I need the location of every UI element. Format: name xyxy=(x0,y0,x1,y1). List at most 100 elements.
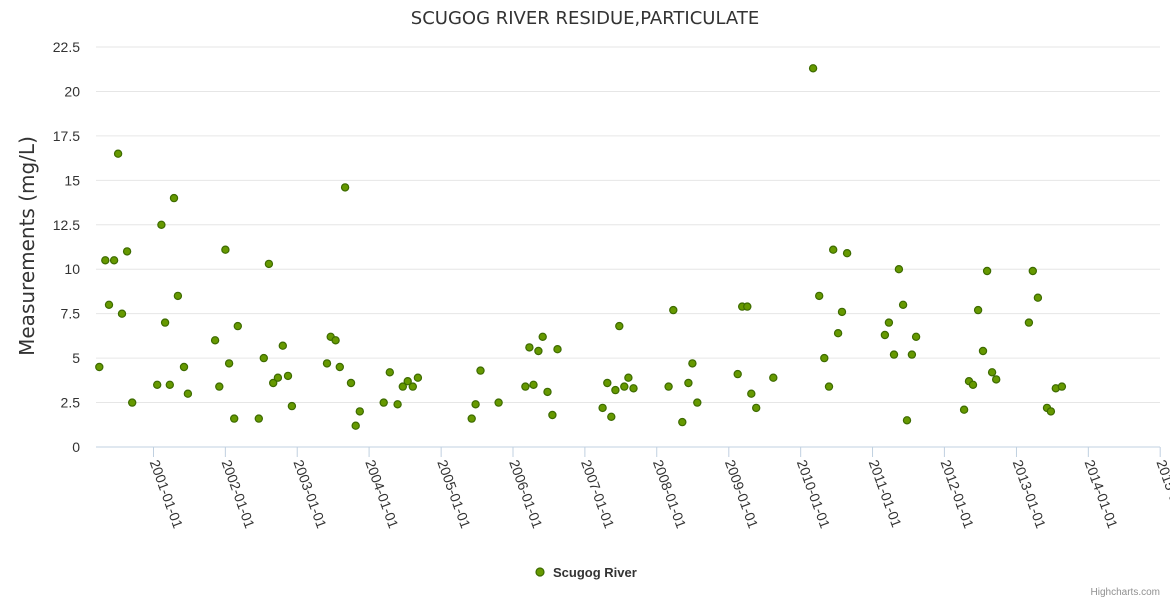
data-point[interactable] xyxy=(808,64,818,73)
data-point[interactable] xyxy=(880,330,890,340)
data-point[interactable] xyxy=(620,382,629,391)
data-point[interactable] xyxy=(884,318,894,327)
data-point[interactable] xyxy=(283,371,293,381)
data-point[interactable] xyxy=(992,375,1001,384)
data-point[interactable] xyxy=(403,377,412,386)
data-point[interactable] xyxy=(693,398,702,407)
data-point[interactable] xyxy=(889,350,899,359)
data-point[interactable] xyxy=(959,405,969,414)
data-point[interactable] xyxy=(842,248,852,258)
data-point[interactable] xyxy=(259,353,268,363)
legend-marker[interactable] xyxy=(535,567,545,577)
data-point[interactable] xyxy=(233,321,242,331)
data-point[interactable] xyxy=(815,291,824,301)
data-point[interactable] xyxy=(287,401,297,411)
data-point[interactable] xyxy=(351,421,360,430)
data-point[interactable] xyxy=(664,382,673,391)
data-point[interactable] xyxy=(824,382,834,391)
data-point[interactable] xyxy=(393,400,402,409)
data-point[interactable] xyxy=(1024,318,1034,327)
data-point[interactable] xyxy=(165,380,174,389)
data-point[interactable] xyxy=(157,220,166,229)
data-point[interactable] xyxy=(385,368,394,377)
data-point[interactable] xyxy=(278,341,287,350)
data-point[interactable] xyxy=(598,403,607,413)
data-point[interactable] xyxy=(355,407,364,416)
data-point[interactable] xyxy=(210,336,220,345)
data-point[interactable] xyxy=(534,346,543,356)
data-point[interactable] xyxy=(543,387,552,397)
data-point[interactable] xyxy=(629,384,638,393)
data-point[interactable] xyxy=(398,382,407,391)
data-point[interactable] xyxy=(104,300,114,309)
data-point[interactable] xyxy=(688,359,697,368)
data-point[interactable] xyxy=(273,373,283,382)
data-point[interactable] xyxy=(224,359,234,368)
data-point[interactable] xyxy=(611,385,620,395)
credits-link[interactable]: Highcharts.com xyxy=(1091,587,1160,598)
data-point[interactable] xyxy=(538,332,547,341)
data-point[interactable] xyxy=(322,359,332,368)
data-point[interactable] xyxy=(752,403,761,413)
data-point[interactable] xyxy=(229,414,239,423)
data-point[interactable] xyxy=(607,412,616,421)
data-point[interactable] xyxy=(669,305,678,315)
legend-item-scugog-river[interactable]: Scugog River xyxy=(553,565,637,580)
data-point[interactable] xyxy=(968,380,978,389)
data-point[interactable] xyxy=(733,369,742,379)
data-point[interactable] xyxy=(747,389,756,398)
data-point[interactable] xyxy=(521,382,530,391)
data-point[interactable] xyxy=(122,247,132,256)
data-point[interactable] xyxy=(525,343,534,352)
data-point[interactable] xyxy=(902,416,912,425)
data-point[interactable] xyxy=(215,382,224,391)
data-point[interactable] xyxy=(173,291,183,301)
data-point[interactable] xyxy=(769,373,778,382)
data-point[interactable] xyxy=(1046,407,1056,416)
data-point[interactable] xyxy=(529,380,538,389)
data-point[interactable] xyxy=(548,410,557,420)
data-point[interactable] xyxy=(152,380,162,389)
data-point[interactable] xyxy=(183,389,193,398)
data-point[interactable] xyxy=(973,305,983,315)
data-point[interactable] xyxy=(264,259,274,269)
data-point[interactable] xyxy=(413,373,423,382)
data-point[interactable] xyxy=(603,378,612,388)
data-point[interactable] xyxy=(179,362,189,372)
data-point[interactable] xyxy=(160,318,170,327)
data-point[interactable] xyxy=(837,307,847,317)
data-point[interactable] xyxy=(467,414,476,423)
data-point[interactable] xyxy=(471,400,480,409)
data-point[interactable] xyxy=(95,362,104,372)
data-point[interactable] xyxy=(987,368,997,377)
data-point[interactable] xyxy=(340,183,350,192)
data-point[interactable] xyxy=(169,193,179,203)
data-point[interactable] xyxy=(1057,382,1067,391)
legend[interactable]: Scugog River xyxy=(535,565,637,580)
data-point[interactable] xyxy=(408,382,417,391)
data-point[interactable] xyxy=(907,350,917,359)
data-point[interactable] xyxy=(117,309,127,318)
data-point[interactable] xyxy=(335,362,344,372)
data-point[interactable] xyxy=(127,398,137,407)
data-point[interactable] xyxy=(911,332,921,341)
data-point[interactable] xyxy=(898,300,908,309)
data-point[interactable] xyxy=(743,302,752,311)
data-point[interactable] xyxy=(109,256,119,265)
data-point[interactable] xyxy=(346,378,356,388)
data-point[interactable] xyxy=(476,366,485,375)
data-point[interactable] xyxy=(624,373,633,382)
data-point[interactable] xyxy=(615,321,624,331)
data-point[interactable] xyxy=(379,398,388,407)
data-point[interactable] xyxy=(978,346,988,356)
data-point[interactable] xyxy=(1033,293,1043,302)
data-point[interactable] xyxy=(221,245,230,254)
data-point[interactable] xyxy=(494,398,503,407)
data-point[interactable] xyxy=(269,378,278,388)
data-point[interactable] xyxy=(331,336,340,345)
data-point[interactable] xyxy=(678,417,687,427)
data-point[interactable] xyxy=(113,149,123,158)
data-point[interactable] xyxy=(1028,266,1038,276)
data-point[interactable] xyxy=(829,245,838,254)
data-point[interactable] xyxy=(101,256,110,265)
